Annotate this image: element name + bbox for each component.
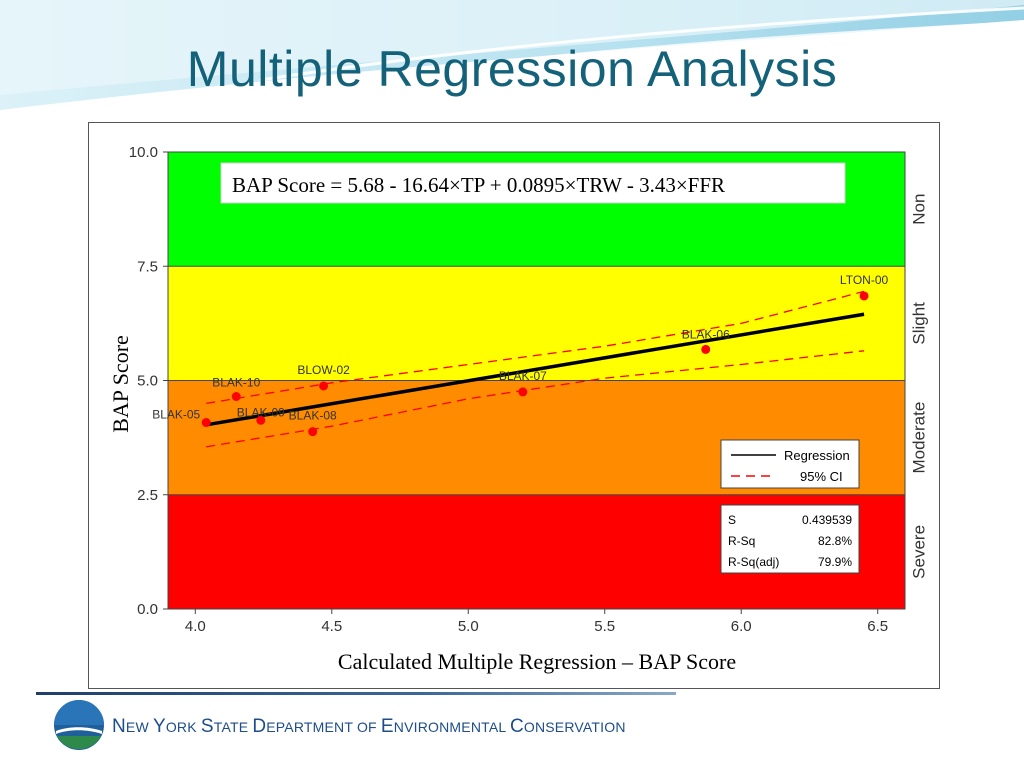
- data-point: [201, 418, 211, 428]
- footer-word-rest: ONSERVATION: [523, 719, 626, 735]
- equation-box: BAP Score = 5.68 - 16.64×TP + 0.0895×TRW…: [220, 162, 846, 204]
- band-label-moderate: Moderate: [909, 402, 928, 474]
- footer-word-rest: EW: [125, 719, 153, 735]
- x-tick-label: 5.5: [594, 618, 615, 635]
- footer-word-rest: ORK: [165, 719, 201, 735]
- data-point-label: BLAK-06: [682, 327, 730, 341]
- footer-initial: S: [200, 716, 214, 737]
- stats-box: S 0.439539 R-Sq 82.8% R-Sq(adj) 79.9%: [720, 504, 860, 574]
- data-point: [859, 291, 869, 301]
- legend-ci-label: 95% CI: [800, 469, 843, 484]
- data-point-label: BLAK-07: [499, 369, 547, 383]
- data-point: [319, 381, 329, 391]
- band-slight: [168, 266, 905, 381]
- y-tick-label: 7.5: [137, 258, 158, 275]
- x-tick-label: 6.5: [867, 618, 888, 635]
- stat-label-s: S: [728, 513, 736, 527]
- data-point: [256, 415, 266, 425]
- data-point-label: BLAK-08: [289, 409, 337, 423]
- regression-equation: BAP Score = 5.68 - 16.64×TP + 0.0895×TRW…: [232, 173, 725, 197]
- regression-chart: Severe Moderate Slight Non 0.0 2.5 5.0 7.5 10.0…: [108, 144, 928, 674]
- footer-initial: C: [509, 716, 524, 737]
- footer-initial: Y: [152, 716, 166, 737]
- footer-agency-name: NEW YORK STATE DEPARTMENT OF ENVIRONMENT…: [112, 716, 626, 738]
- x-axis-label: Calculated Multiple Regression – BAP Sco…: [338, 649, 736, 674]
- data-point-label: BLAK-10: [212, 375, 260, 389]
- data-point: [308, 427, 318, 437]
- band-label-non: Non: [909, 194, 928, 225]
- stat-value-s: 0.439539: [802, 513, 852, 527]
- stat-value-rsq-adj: 79.9%: [818, 555, 852, 569]
- data-point-label: BLAK-05: [152, 408, 200, 422]
- footer-word-rest: TATE: [213, 719, 253, 735]
- stat-label-rsq-adj: R-Sq(adj): [728, 555, 779, 569]
- slide-title: Multiple Regression Analysis: [186, 41, 838, 97]
- footer-initial: N: [112, 716, 126, 737]
- dec-logo: [54, 700, 104, 750]
- data-point: [518, 387, 528, 397]
- footer-initial: E: [380, 716, 394, 737]
- footer-initial: D: [252, 716, 267, 737]
- data-point-label: LTON-00: [840, 273, 889, 287]
- y-tick-label: 10.0: [129, 144, 158, 161]
- x-tick-label: 4.0: [185, 618, 206, 635]
- regression-line: [205, 312, 865, 427]
- x-tick-label: 6.0: [731, 618, 752, 635]
- x-tick-label: 5.0: [458, 618, 479, 635]
- y-tick-label: 2.5: [137, 487, 158, 504]
- legend-regression-label: Regression: [784, 448, 850, 463]
- data-point: [231, 391, 241, 401]
- data-point: [701, 344, 711, 354]
- data-point-label: BLAK-09: [237, 405, 285, 419]
- footer-word-rest: NVIRONMENTAL: [393, 719, 510, 735]
- y-axis-label: BAP Score: [108, 335, 133, 433]
- band-label-severe: Severe: [909, 525, 928, 579]
- header-wave: [0, 0, 1024, 110]
- footer-divider: [36, 692, 676, 695]
- stat-value-rsq: 82.8%: [818, 534, 852, 548]
- x-tick-label: 4.5: [321, 618, 342, 635]
- y-tick-label: 5.0: [137, 373, 158, 390]
- y-tick-label: 0.0: [137, 601, 158, 618]
- band-label-slight: Slight: [909, 302, 928, 345]
- stat-label-rsq: R-Sq: [728, 534, 755, 548]
- legend: Regression 95% CI: [720, 439, 860, 489]
- footer-word-rest: EPARTMENT OF: [266, 719, 381, 735]
- ci-upper-line: [206, 290, 865, 405]
- data-point-label: BLOW-02: [297, 363, 350, 377]
